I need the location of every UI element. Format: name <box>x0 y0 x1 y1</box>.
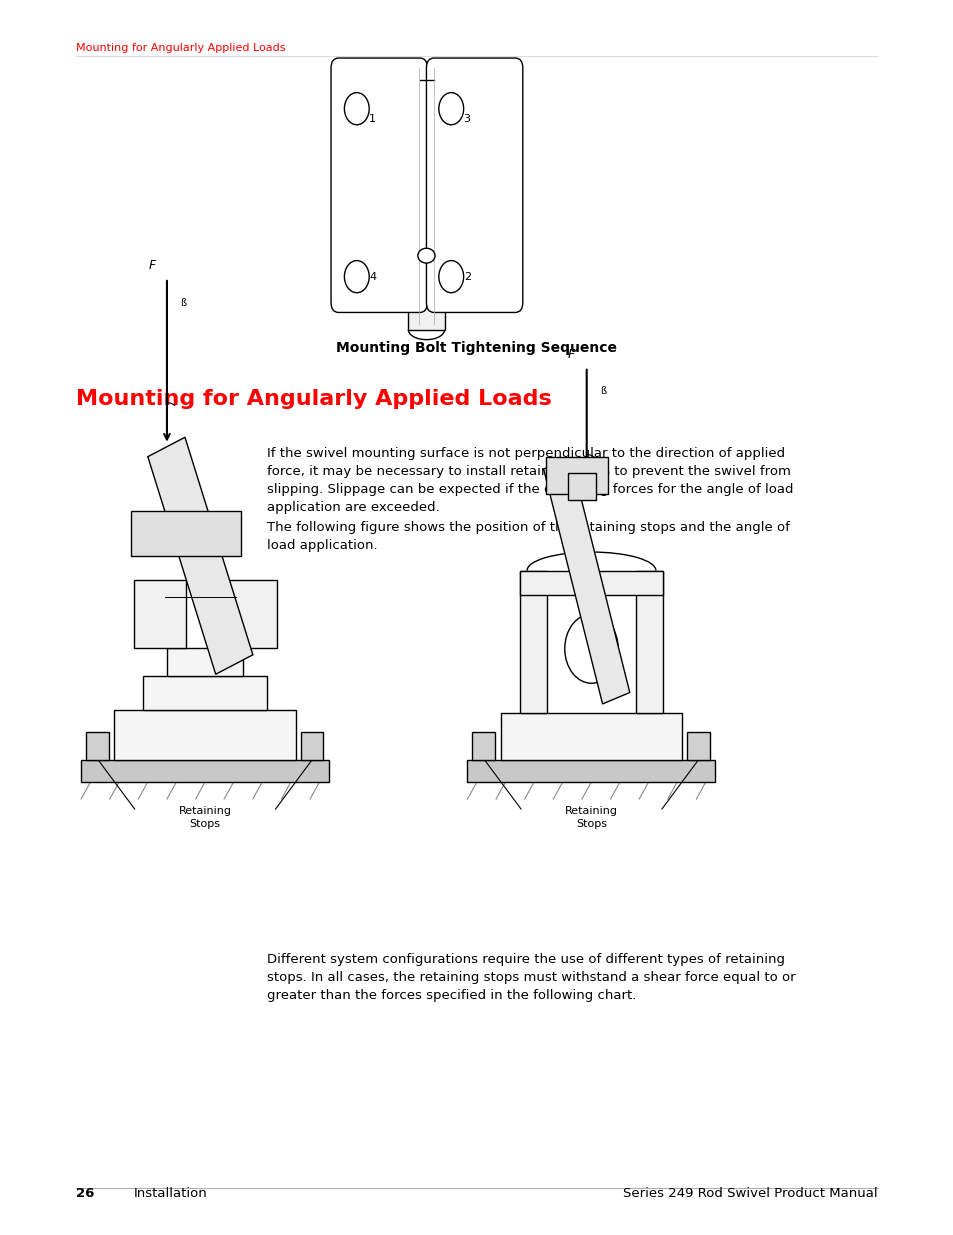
Text: F: F <box>148 258 155 272</box>
Text: Installation: Installation <box>133 1187 207 1200</box>
Bar <box>86 732 109 760</box>
Circle shape <box>564 614 618 683</box>
Ellipse shape <box>417 248 435 263</box>
Bar <box>300 732 323 760</box>
Polygon shape <box>545 457 607 494</box>
Bar <box>519 571 546 713</box>
Bar <box>143 676 267 710</box>
FancyBboxPatch shape <box>426 58 522 312</box>
Text: Series 249 Rod Swivel Product Manual: Series 249 Rod Swivel Product Manual <box>622 1187 877 1200</box>
Polygon shape <box>543 458 629 704</box>
Text: 1: 1 <box>369 114 375 124</box>
Bar <box>224 580 276 648</box>
Bar <box>500 713 681 760</box>
Bar <box>472 732 495 760</box>
Bar <box>167 648 243 676</box>
Text: The following figure shows the position of the retaining stops and the angle of
: The following figure shows the position … <box>267 521 789 552</box>
Bar <box>519 571 662 595</box>
Text: If the swivel mounting surface is not perpendicular to the direction of applied
: If the swivel mounting surface is not pe… <box>267 447 793 514</box>
Text: F: F <box>567 347 575 361</box>
Bar <box>686 732 709 760</box>
Bar <box>408 68 444 330</box>
Text: 26: 26 <box>76 1187 94 1200</box>
Polygon shape <box>131 511 240 556</box>
Bar <box>567 473 596 500</box>
FancyBboxPatch shape <box>331 58 427 312</box>
Circle shape <box>438 93 463 125</box>
Text: Retaining
Stops: Retaining Stops <box>178 806 232 829</box>
Text: 2: 2 <box>463 272 470 282</box>
Text: 4: 4 <box>369 272 375 282</box>
Circle shape <box>344 261 369 293</box>
Bar <box>133 580 186 648</box>
Circle shape <box>438 261 463 293</box>
Bar <box>467 760 715 782</box>
Text: ß: ß <box>599 387 605 396</box>
Text: Mounting for Angularly Applied Loads: Mounting for Angularly Applied Loads <box>76 43 286 53</box>
Bar <box>636 571 662 713</box>
Polygon shape <box>148 437 253 674</box>
Text: 3: 3 <box>463 114 470 124</box>
Text: Mounting Bolt Tightening Sequence: Mounting Bolt Tightening Sequence <box>336 341 617 354</box>
Bar <box>81 760 329 782</box>
Text: Mounting for Angularly Applied Loads: Mounting for Angularly Applied Loads <box>76 389 552 409</box>
Bar <box>114 710 295 760</box>
Text: Retaining
Stops: Retaining Stops <box>564 806 618 829</box>
Text: Different system configurations require the use of different types of retaining
: Different system configurations require … <box>267 953 795 1003</box>
Text: ß: ß <box>180 298 186 308</box>
Circle shape <box>344 93 369 125</box>
